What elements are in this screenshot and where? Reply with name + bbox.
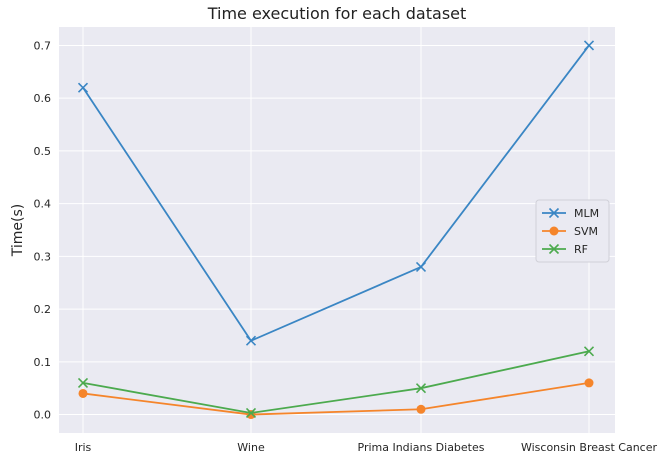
series-line xyxy=(82,350,590,414)
y-tick-label: 0.4 xyxy=(34,198,52,211)
x-axis-ticks: Iris Wine Prima Indians Diabetes Wisconsin … xyxy=(75,441,658,454)
series-lines xyxy=(77,40,595,420)
legend-box xyxy=(535,199,610,263)
plot-area xyxy=(59,27,615,433)
series-line xyxy=(82,44,590,342)
y-axis-ticks: 0.0 0.1 0.2 0.3 0.4 0.5 0.6 0.7 xyxy=(34,39,52,421)
y-tick-label: 0.0 xyxy=(34,409,52,422)
legend-label: SVM xyxy=(574,225,598,238)
data-point xyxy=(78,388,88,398)
gridlines xyxy=(59,27,615,433)
data-point xyxy=(246,410,256,420)
y-tick-label: 0.1 xyxy=(34,356,52,369)
x-tick-label: Prima Indians Diabetes xyxy=(358,441,485,454)
data-point xyxy=(245,407,257,419)
legend-label: MLM xyxy=(574,207,599,220)
data-point xyxy=(583,40,595,51)
data-point xyxy=(77,82,89,93)
y-tick-label: 0.7 xyxy=(34,39,52,52)
legend-marker xyxy=(548,243,560,255)
x-tick-label: Iris xyxy=(75,441,92,454)
data-point xyxy=(583,346,595,357)
y-axis-label: Time(s) xyxy=(10,204,26,257)
legend-label: RF xyxy=(574,243,588,256)
legend: MLM SVM RF xyxy=(535,199,610,263)
series-mlm xyxy=(77,40,595,346)
legend-item-rf: RF xyxy=(542,243,588,256)
y-tick-label: 0.5 xyxy=(34,145,52,158)
x-tick-label: Wisconsin Breast Cancer xyxy=(521,441,658,454)
data-point xyxy=(584,378,594,388)
data-point xyxy=(245,335,257,346)
legend-item-mlm: MLM xyxy=(542,207,599,220)
data-point xyxy=(416,404,426,414)
chart-title: Time execution for each dataset xyxy=(207,4,467,23)
data-point xyxy=(77,377,89,388)
y-tick-label: 0.2 xyxy=(34,303,52,316)
legend-marker xyxy=(548,207,560,219)
series-rf xyxy=(77,346,595,419)
series-line xyxy=(82,382,590,416)
data-point xyxy=(415,261,427,272)
x-tick-label: Wine xyxy=(237,441,265,454)
data-point xyxy=(415,383,427,394)
legend-item-svm: SVM xyxy=(542,225,598,238)
y-tick-label: 0.6 xyxy=(34,92,52,105)
y-tick-label: 0.3 xyxy=(34,250,52,263)
legend-marker xyxy=(549,226,559,236)
